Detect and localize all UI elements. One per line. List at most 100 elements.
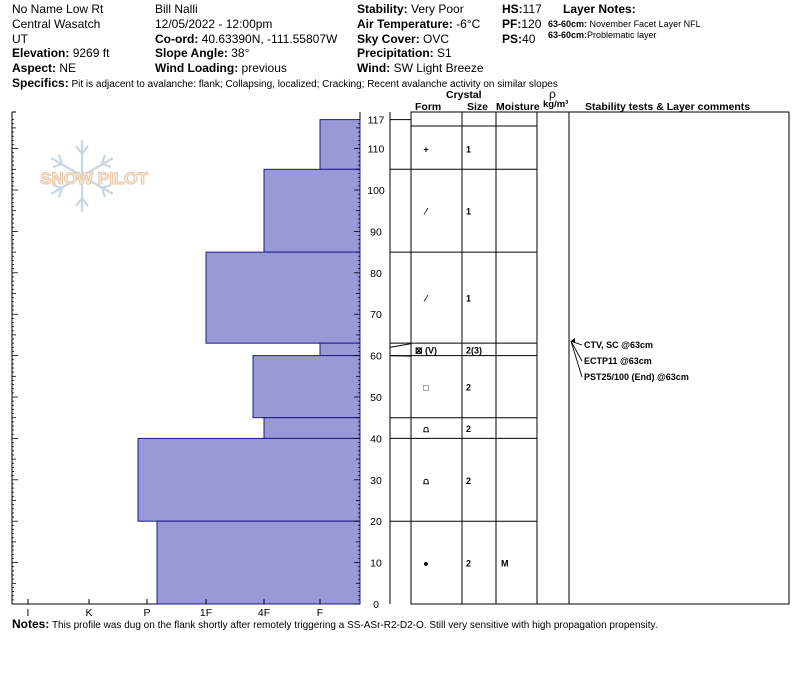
precip-label: Precipitation: <box>357 46 434 60</box>
hardness-bar <box>156 520 361 605</box>
specifics-text: Pit is adjacent to avalanche: flank; Col… <box>71 79 558 90</box>
hardness-bar <box>137 437 361 522</box>
layer-note-range: 63-60cm: <box>548 30 588 40</box>
crystal-size: 2 <box>466 424 471 434</box>
notes: Notes: This profile was dug on the flank… <box>12 617 658 633</box>
coordinates: Co-ord: 40.63390N, -111.55807W <box>155 32 337 46</box>
hardness-bar <box>319 342 361 357</box>
air-temp-value: -6°C <box>456 17 481 31</box>
hardness-bars <box>137 119 361 605</box>
stability-test-label: ECTP11 @63cm <box>584 356 652 366</box>
sky-value: OVC <box>423 32 450 46</box>
route-name: No Name Low Rt <box>12 2 104 16</box>
stability-tests-header: Stability tests & Layer comments <box>585 101 751 113</box>
air-temp-label: Air Temperature: <box>357 17 453 31</box>
precip-value: S1 <box>437 46 452 60</box>
crystal-size: 2 <box>466 476 471 486</box>
crystal-size: 2 <box>466 383 471 393</box>
height-tick-label: 110 <box>368 144 385 156</box>
hardness-tick-label: I <box>27 607 30 619</box>
ps-label: PS: <box>502 32 523 46</box>
density-unit-header: kg/m³ <box>543 99 569 110</box>
hardness-tick-label: K <box>85 607 92 619</box>
crystal-form: ⁄ <box>423 294 429 304</box>
layer-note-1: 63-60cm: November Facet Layer NFL <box>548 19 701 30</box>
hs-value: 117 <box>522 2 542 16</box>
wind-loading-value: previous <box>241 61 287 75</box>
stability-label: Stability: <box>357 2 408 16</box>
snowpilot-watermark: SNOW PILOT <box>40 140 149 212</box>
layer-note-range: 63-60cm: <box>548 19 588 29</box>
hardness-tick-label: 4F <box>258 607 270 619</box>
stability-test-label: CTV, SC @63cm <box>584 340 653 350</box>
height-tick-label: 117 <box>368 115 385 127</box>
height-tick-label: 70 <box>370 309 382 321</box>
crystal-form: ⁄ <box>423 207 429 217</box>
hardness-bar <box>205 251 361 344</box>
hardness-bar <box>263 168 361 253</box>
slope-angle: Slope Angle: 38° <box>155 46 249 60</box>
specifics: Specifics: Pit is adjacent to avalanche:… <box>12 76 558 92</box>
height-tick-label: 60 <box>370 351 382 363</box>
stability-tests: CTV, SC @63cm ECTP11 @63cm PST25/100 (End)… <box>570 338 689 382</box>
crystal-header: Crystal <box>446 89 482 101</box>
coord-label: Co-ord: <box>155 32 199 46</box>
crystal-size: 1 <box>466 207 471 217</box>
sky-label: Sky Cover: <box>357 32 420 46</box>
datetime: 12/05/2022 - 12:00pm <box>155 17 273 31</box>
height-tick-label: 50 <box>370 392 382 404</box>
moisture-value: M <box>501 559 509 569</box>
specifics-label: Specifics: <box>12 76 69 90</box>
precipitation: Precipitation: S1 <box>357 46 452 60</box>
height-tick-label: 100 <box>367 185 385 197</box>
crystal-form: ● <box>423 559 428 569</box>
height-tick-label: 20 <box>370 516 382 528</box>
height-axis: 0 10 20 30 40 50 60 70 80 90 100 110 117 <box>12 112 391 611</box>
layer-note-text: November Facet Layer NFL <box>589 19 701 29</box>
crystal-size: 1 <box>466 145 471 155</box>
hardness-tick-label: P <box>143 607 150 619</box>
crystal-size: 2(3) <box>466 345 482 355</box>
notes-label: Notes: <box>12 617 50 631</box>
hs-label: HS: <box>502 2 523 16</box>
slope-label: Slope Angle: <box>155 46 228 60</box>
layer-connector <box>389 343 412 348</box>
crystal-form: ⩍ <box>422 424 429 434</box>
sky-cover: Sky Cover: OVC <box>357 32 449 46</box>
aspect: Aspect: NE <box>12 61 76 75</box>
moisture-header: Moisture <box>496 101 540 113</box>
hardness-tick-label: F <box>317 607 323 619</box>
elevation-label: Elevation: <box>12 46 70 60</box>
observer: Bill Nalli <box>155 2 198 16</box>
hardness-bar <box>252 355 361 419</box>
wind: Wind: SW Light Breeze <box>357 61 484 75</box>
stability-test-label: PST25/100 (End) @63cm <box>584 372 689 382</box>
test-arrow-line <box>570 340 583 362</box>
aspect-label: Aspect: <box>12 61 57 75</box>
pf-value: 120 <box>521 17 542 31</box>
wind-loading: Wind Loading: previous <box>155 61 287 75</box>
ps-value: 40 <box>522 32 536 46</box>
hardness-tick-label: 1F <box>200 607 212 619</box>
crystal-size: 1 <box>466 294 471 304</box>
wind-label: Wind: <box>357 61 391 75</box>
ski-penetration: PS:40 <box>502 32 535 46</box>
rho-header: ρ <box>549 87 556 101</box>
layer-note-text: Problematic layer <box>587 30 657 40</box>
stability: Stability: Very Poor <box>357 2 464 16</box>
layer-grid <box>389 111 790 605</box>
snow-height: HS:117 <box>502 2 542 16</box>
crystal-form: ⩍ <box>422 476 429 486</box>
elevation-value: 9269 ft <box>72 46 110 60</box>
crystal-size: 2 <box>466 559 471 569</box>
aspect-value: NE <box>59 61 77 75</box>
test-arrow-head <box>571 338 575 344</box>
slope-value: 38° <box>231 46 250 60</box>
notes-text: This profile was dug on the flank shortl… <box>51 620 658 631</box>
hardness-axis: I K P 1F 4F F <box>27 599 323 619</box>
height-tick-label: 80 <box>370 268 382 280</box>
snowflake-icon <box>50 140 114 212</box>
form-header: Form <box>415 101 442 113</box>
hardness-bar <box>263 417 361 439</box>
mountain-range: Central Wasatch <box>12 17 101 31</box>
